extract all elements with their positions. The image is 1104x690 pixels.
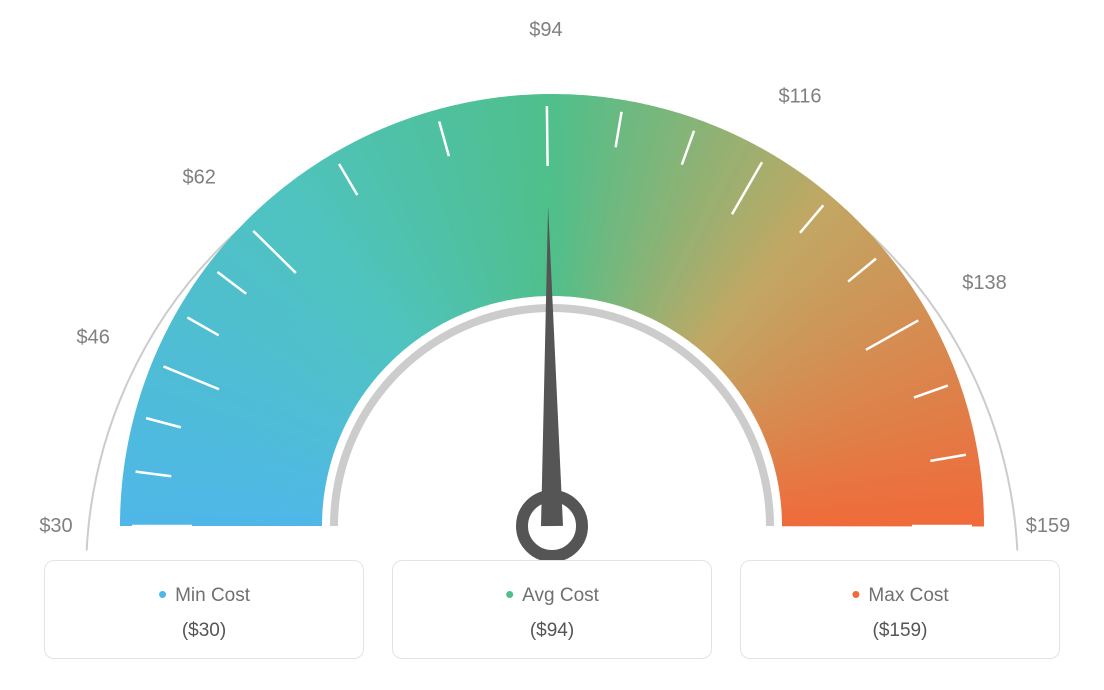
gauge-tick-label: $159 bbox=[1026, 515, 1071, 537]
gauge-svg: $30 $46 $62 $94 $116 $138 $159 bbox=[0, 0, 1104, 560]
gauge-tick-label: $116 bbox=[778, 85, 821, 107]
legend-card-avg: Avg Cost ($94) bbox=[392, 560, 712, 659]
legend-avg-title: Avg Cost bbox=[403, 579, 701, 610]
gauge-tick-label: $46 bbox=[76, 327, 109, 349]
legend-avg-value: ($94) bbox=[403, 620, 701, 642]
legend-card-max: Max Cost ($159) bbox=[740, 560, 1060, 659]
gauge-tick-label: $62 bbox=[182, 166, 215, 188]
legend-max-title: Max Cost bbox=[751, 579, 1049, 610]
gauge-tick-label: $138 bbox=[962, 272, 1007, 294]
legend-row: Min Cost ($30) Avg Cost ($94) Max Cost (… bbox=[0, 560, 1104, 659]
gauge-tick-label: $94 bbox=[529, 19, 562, 41]
legend-min-value: ($30) bbox=[55, 620, 353, 642]
legend-max-value: ($159) bbox=[751, 620, 1049, 642]
legend-min-title: Min Cost bbox=[55, 579, 353, 610]
gauge-container: $30 $46 $62 $94 $116 $138 $159 bbox=[0, 0, 1104, 560]
gauge-tick-label: $30 bbox=[39, 515, 72, 537]
legend-card-min: Min Cost ($30) bbox=[44, 560, 364, 659]
